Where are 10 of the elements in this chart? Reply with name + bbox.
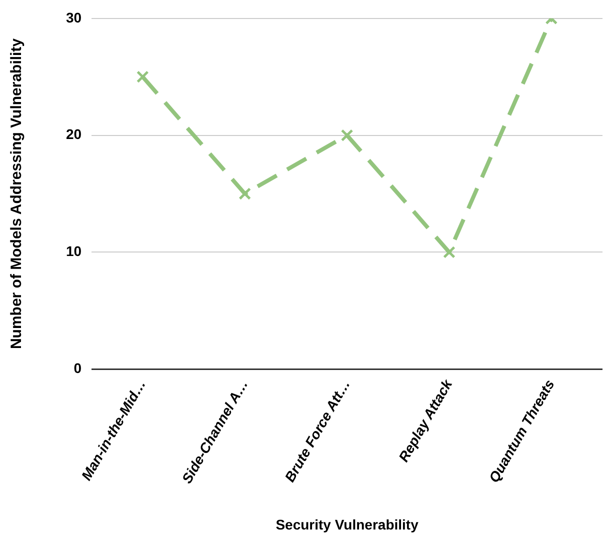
point <box>443 246 456 258</box>
y-tick-label: 30 <box>66 9 82 26</box>
point <box>136 70 149 84</box>
y-axis-title: Number of Models Addressing Vulnerability <box>8 38 26 350</box>
point <box>340 129 354 142</box>
y-tick-label: 20 <box>66 126 82 142</box>
x-axis-title: Security Vulnerability <box>276 516 419 532</box>
y-tick-label: 10 <box>66 243 82 260</box>
y-tick-label: 0 <box>74 360 82 376</box>
point <box>238 188 252 200</box>
